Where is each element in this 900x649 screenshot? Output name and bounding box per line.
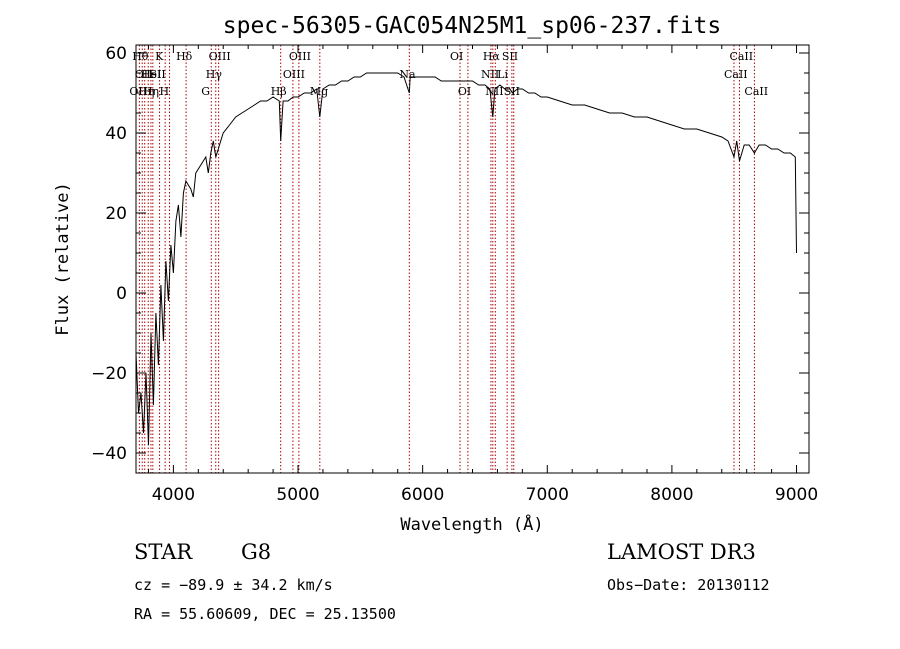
spectral-line-label: Hβ bbox=[271, 85, 287, 98]
y-axis-ticks bbox=[136, 52, 809, 454]
spectral-line-markers bbox=[138, 45, 755, 473]
spectral-line-label: OI bbox=[458, 85, 471, 98]
spectral-line-label: Hα bbox=[483, 50, 501, 63]
x-axis-tick-labels: 4000 5000 6000 7000 8000 9000 bbox=[152, 485, 818, 505]
spectral-line-label: Hη bbox=[138, 85, 154, 98]
spectral-line-label: OII bbox=[129, 85, 147, 98]
spectral-line-label: OIII bbox=[283, 68, 305, 81]
spectral-line-label: Hγ bbox=[206, 68, 223, 81]
x-axis-ticks bbox=[147, 45, 798, 473]
x-axis-label: Wavelength (Å) bbox=[400, 513, 543, 535]
spectral-line-labels: OIIHθOIIHηHeIHηSIIKHHδGHγOIIIHβOIIIOIIIM… bbox=[129, 50, 768, 98]
spectral-line-label: OIII bbox=[289, 50, 311, 63]
spectral-line-label: K bbox=[155, 50, 164, 63]
x-tick-label: 7000 bbox=[526, 485, 569, 505]
spectral-line-label: Na bbox=[399, 68, 416, 81]
spectral-line-label: G bbox=[201, 85, 210, 98]
observation-date: Obs−Date: 20130112 bbox=[607, 576, 770, 594]
spectral-line-label: CaII bbox=[744, 85, 768, 98]
x-tick-label: 6000 bbox=[401, 485, 444, 505]
y-axis-tick-labels: −40 −20 0 20 40 60 bbox=[91, 44, 127, 464]
y-tick-label: 0 bbox=[116, 284, 127, 304]
object-subclass: G8 bbox=[241, 540, 271, 564]
spectral-line-label: Hθ bbox=[132, 50, 149, 63]
spectral-line-label: Hδ bbox=[176, 50, 193, 63]
survey-name: LAMOST DR3 bbox=[607, 540, 756, 564]
redshift-cz: cz = −89.9 ± 34.2 km/s bbox=[134, 576, 333, 594]
y-tick-label: 60 bbox=[105, 44, 127, 64]
y-tick-label: −20 bbox=[91, 364, 127, 384]
y-tick-label: −40 bbox=[91, 444, 127, 464]
y-axis-label: Flux (relative) bbox=[53, 182, 73, 336]
x-tick-label: 8000 bbox=[650, 485, 693, 505]
spectral-line-label: SII bbox=[502, 50, 518, 63]
chart-title: spec-56305-GAC054N25M1_sp06-237.fits bbox=[223, 13, 722, 39]
spectral-line-label: SII bbox=[150, 68, 166, 81]
spectrum-line bbox=[135, 72, 797, 446]
ra-dec: RA = 55.60609, DEC = 25.13500 bbox=[134, 605, 396, 623]
spectral-line-label: H bbox=[160, 85, 170, 98]
x-tick-label: 9000 bbox=[775, 485, 818, 505]
spectral-line-label: CaII bbox=[729, 50, 753, 63]
y-tick-label: 40 bbox=[105, 124, 127, 144]
spectral-line-label: HeI bbox=[141, 68, 161, 81]
object-class: STAR bbox=[134, 540, 193, 564]
plot-frame bbox=[135, 44, 810, 474]
spectral-line-label: NII bbox=[481, 68, 499, 81]
spectral-line-label: OI bbox=[450, 50, 463, 63]
spectral-line-label: OIII bbox=[209, 50, 231, 63]
y-tick-label: 20 bbox=[105, 204, 127, 224]
spectral-line-label: Hη bbox=[143, 85, 159, 98]
spectral-line-label: OII bbox=[135, 68, 153, 81]
spectral-line-label: CaII bbox=[724, 68, 748, 81]
x-tick-label: 5000 bbox=[276, 485, 319, 505]
x-tick-label: 4000 bbox=[152, 485, 195, 505]
spectral-line-label: Li bbox=[497, 68, 508, 81]
